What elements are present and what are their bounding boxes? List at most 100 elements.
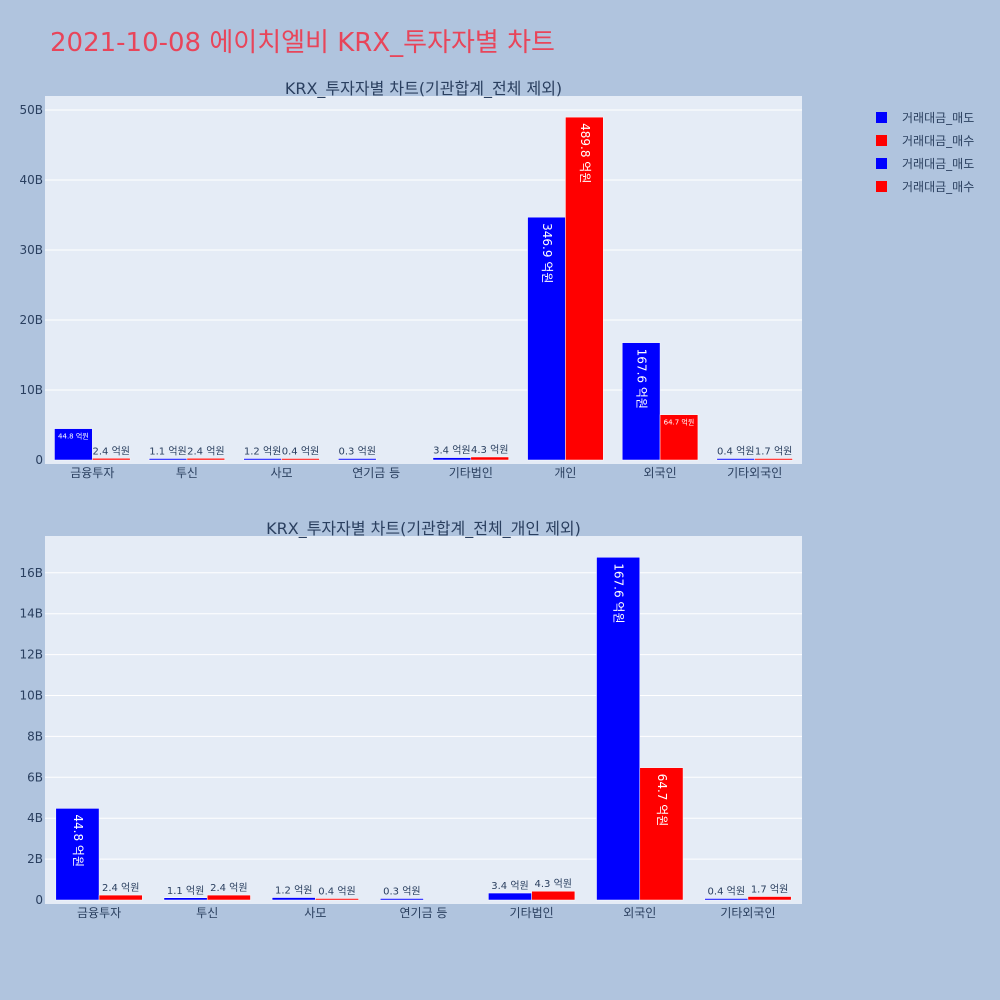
data-label: 346.9 억원 <box>540 223 554 283</box>
bar-buy <box>186 458 226 461</box>
legend-item[interactable]: 거래대금_매도 <box>876 152 974 175</box>
bar-buy <box>531 890 576 901</box>
data-label: 489.8 억원 <box>578 123 592 183</box>
bar-buy <box>281 458 320 461</box>
plot-area <box>45 536 802 904</box>
bar-buy <box>639 767 684 901</box>
data-label: 44.8 억원 <box>58 432 89 441</box>
legend-label: 거래대금_매도 <box>902 111 975 125</box>
x-tick-label: 외국인 <box>644 466 677 480</box>
bar-sell <box>148 458 188 461</box>
legend-label: 거래대금_매수 <box>902 134 975 148</box>
y-tick-label: 30B <box>19 243 43 257</box>
bar-buy <box>206 894 251 901</box>
plot-area <box>45 96 802 464</box>
bar-buy <box>659 414 699 461</box>
bar-buy <box>754 458 793 461</box>
bar-buy <box>315 898 359 901</box>
legend-item[interactable]: 거래대금_매도 <box>876 106 974 129</box>
legend-item[interactable]: 거래대금_매수 <box>876 129 974 152</box>
data-label: 0.4 억원 <box>708 886 745 898</box>
x-tick-label: 연기금 등 <box>400 906 448 920</box>
legend-swatch <box>876 135 887 146</box>
x-tick-label: 금융투자 <box>70 466 114 480</box>
bar-sell <box>379 898 424 901</box>
bar-sell <box>55 808 100 901</box>
data-label: 4.3 억원 <box>535 878 572 890</box>
data-label: 0.4 억원 <box>318 886 355 898</box>
bar-sell <box>488 892 532 901</box>
data-label: 3.4 억원 <box>491 880 528 892</box>
data-label: 1.7 억원 <box>755 446 792 458</box>
y-tick-label: 12B <box>19 648 43 662</box>
x-tick-label: 투신 <box>176 466 198 480</box>
data-label: 0.4 억원 <box>282 446 319 458</box>
y-tick-label: 4B <box>27 811 43 825</box>
bar-sell <box>243 458 282 461</box>
data-label: 2.4 억원 <box>210 882 247 894</box>
bar-sell <box>338 458 377 461</box>
data-label: 1.1 억원 <box>167 885 204 897</box>
data-label: 64.7 억원 <box>664 418 695 427</box>
y-tick-label: 0 <box>35 893 43 907</box>
legend-swatch <box>876 112 887 123</box>
x-tick-label: 연기금 등 <box>352 466 400 480</box>
legend-label: 거래대금_매수 <box>902 180 975 194</box>
bar-sell <box>271 897 316 901</box>
y-tick-label: 6B <box>27 770 43 784</box>
x-tick-label: 기타법인 <box>449 466 493 480</box>
y-tick-label: 10B <box>19 383 43 397</box>
data-label: 0.3 억원 <box>339 446 376 458</box>
x-tick-label: 사모 <box>304 906 326 920</box>
x-tick-label: 투신 <box>196 906 218 920</box>
bar-sell <box>527 216 566 461</box>
y-tick-label: 40B <box>19 173 43 187</box>
bar-buy <box>98 894 143 901</box>
data-label: 1.2 억원 <box>244 446 281 458</box>
data-label: 1.1 억원 <box>149 446 186 458</box>
legend: 거래대금_매도 거래대금_매수 거래대금_매도 거래대금_매수 <box>876 106 974 198</box>
bar-sell <box>716 458 755 461</box>
y-tick-label: 8B <box>27 729 43 743</box>
bar-sell <box>704 898 749 901</box>
data-label: 2.4 억원 <box>187 445 224 457</box>
data-label: 0.4 억원 <box>717 446 754 458</box>
y-tick-label: 20B <box>19 313 43 327</box>
x-tick-label: 기타외국인 <box>727 466 782 480</box>
legend-label: 거래대금_매도 <box>902 157 975 171</box>
data-label: 167.6 억원 <box>635 349 649 409</box>
data-label: 167.6 억원 <box>612 563 626 623</box>
x-tick-label: 외국인 <box>623 906 656 920</box>
page-title: 2021-10-08 에이치엘비 KRX_투자자별 차트 <box>50 28 555 58</box>
chart-1: KRX_투자자별 차트(기관합계_전체 제외) 0 10B 20B 30B 40B 50B 금… <box>19 79 802 480</box>
y-tick-label: 16B <box>19 566 43 580</box>
bar-sell <box>621 342 661 461</box>
bar-sell <box>163 897 208 901</box>
bar-sell <box>596 557 641 901</box>
y-tick-label: 14B <box>19 607 43 621</box>
data-label: 1.2 억원 <box>275 885 312 897</box>
y-tick-label: 50B <box>19 103 43 117</box>
legend-item[interactable]: 거래대금_매수 <box>876 175 974 198</box>
data-label: 2.4 억원 <box>92 445 129 457</box>
data-label: 64.7 억원 <box>655 774 669 827</box>
data-label: 2.4 억원 <box>102 882 139 894</box>
bar-buy <box>565 116 604 461</box>
data-label: 0.3 억원 <box>383 886 420 898</box>
legend-swatch <box>876 181 887 192</box>
x-tick-label: 금융투자 <box>77 906 121 920</box>
chart-2: KRX_투자자별 차트(기관합계_전체_개인 제외) 0 2B 4B 6B 8B 10B 12… <box>19 519 802 920</box>
x-tick-label: 사모 <box>271 466 293 480</box>
bar-sell <box>432 457 472 461</box>
x-tick-label: 개인 <box>554 466 576 480</box>
data-label: 3.4 억원 <box>433 445 470 457</box>
legend-swatch <box>876 158 887 169</box>
data-label: 4.3 억원 <box>471 444 508 456</box>
data-label: 44.8 억원 <box>71 814 85 867</box>
x-tick-label: 기타외국인 <box>720 906 775 920</box>
bar-sell <box>54 428 93 461</box>
y-tick-label: 0 <box>35 453 43 467</box>
chart-title: KRX_투자자별 차트(기관합계_전체_개인 제외) <box>266 519 581 539</box>
bar-buy <box>747 896 792 901</box>
